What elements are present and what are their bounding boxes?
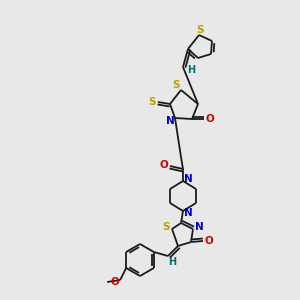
- Text: S: S: [148, 97, 156, 107]
- Text: S: S: [196, 25, 204, 35]
- Text: O: O: [111, 277, 119, 287]
- Text: N: N: [184, 208, 192, 218]
- Text: O: O: [205, 236, 213, 246]
- Text: N: N: [195, 222, 203, 232]
- Text: N: N: [166, 116, 174, 126]
- Text: H: H: [168, 257, 176, 267]
- Text: S: S: [172, 80, 180, 90]
- Text: O: O: [160, 160, 168, 170]
- Text: S: S: [162, 222, 170, 232]
- Text: H: H: [187, 65, 195, 75]
- Text: N: N: [184, 174, 192, 184]
- Text: O: O: [206, 114, 214, 124]
